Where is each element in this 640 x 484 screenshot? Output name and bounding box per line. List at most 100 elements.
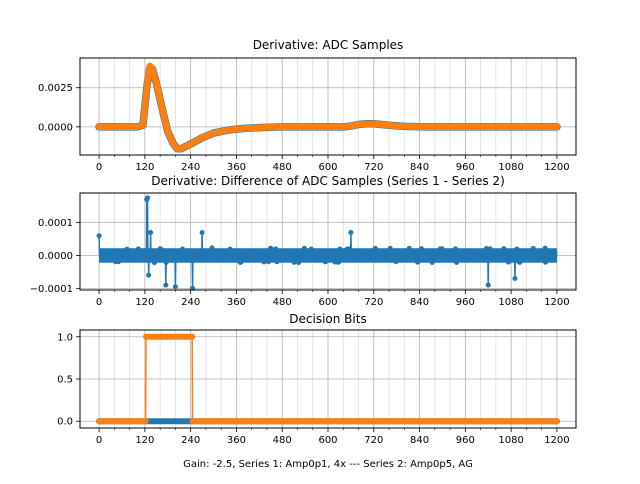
data-point — [487, 246, 493, 252]
data-point — [145, 195, 151, 201]
series-markers — [96, 195, 548, 290]
data-point — [415, 259, 421, 265]
data-point — [337, 246, 343, 252]
data-point — [393, 259, 399, 265]
data-point — [265, 259, 271, 265]
x-tick-label: 360 — [227, 297, 246, 308]
data-point — [180, 246, 186, 252]
x-tick-label: 1200 — [544, 435, 569, 446]
x-tick-label: 720 — [364, 297, 383, 308]
data-point — [163, 259, 169, 265]
y-tick-label: 0.0 — [57, 417, 73, 428]
x-tick-label: 1080 — [498, 297, 523, 308]
x-tick-label: 600 — [318, 297, 337, 308]
x-tick-label: 1200 — [544, 297, 569, 308]
data-point — [172, 284, 178, 290]
data-point — [146, 272, 152, 278]
x-tick-label: 600 — [318, 435, 337, 446]
x-tick-label: 840 — [410, 162, 429, 173]
x-tick-label: 960 — [456, 297, 475, 308]
x-tick-label: 720 — [364, 435, 383, 446]
data-point — [322, 259, 328, 265]
data-point — [151, 260, 157, 266]
x-tick-label: 840 — [410, 297, 429, 308]
data-point — [268, 245, 274, 251]
y-tick-label: 0.0000 — [38, 251, 73, 262]
y-tick-label: 0.0025 — [38, 83, 73, 94]
x-tick-label: 1080 — [498, 435, 523, 446]
data-point — [505, 259, 511, 265]
data-point — [483, 246, 489, 252]
axes-adc-samples: Derivative: ADC Samples 0 120 240 360 480 600… — [38, 38, 577, 173]
x-tick-label: 0 — [96, 435, 102, 446]
data-point — [148, 229, 154, 235]
data-point — [418, 246, 424, 252]
data-point — [96, 233, 102, 239]
x-tick-label: 360 — [227, 162, 246, 173]
x-tick-label: 480 — [273, 435, 292, 446]
data-point — [429, 260, 435, 266]
data-point — [530, 245, 536, 251]
x-tick-label: 120 — [135, 162, 154, 173]
data-point — [542, 259, 548, 265]
data-point — [261, 259, 267, 265]
data-point — [406, 245, 412, 251]
y-tick-label: 0.0000 — [38, 122, 73, 133]
data-point — [190, 285, 196, 290]
data-point — [542, 245, 548, 251]
data-point — [372, 245, 378, 251]
y-tick-label: −0.0001 — [30, 284, 73, 295]
data-point — [158, 246, 164, 252]
data-point — [124, 246, 130, 252]
data-point — [501, 246, 507, 252]
title-difference: Derivative: Difference of ADC Samples (S… — [151, 174, 505, 188]
data-point — [454, 260, 460, 266]
x-tick-label: 0 — [96, 162, 102, 173]
data-point — [348, 229, 354, 235]
data-point — [238, 259, 244, 265]
title-adc-samples: Derivative: ADC Samples — [253, 38, 404, 52]
title-decision-bits: Decision Bits — [289, 312, 366, 326]
data-point — [512, 275, 518, 281]
x-tick-label: 360 — [227, 435, 246, 446]
x-axis-label-caption: Gain: -2.5, Series 1: Amp0p1, 4x --- Ser… — [183, 459, 473, 470]
x-tick-label: 840 — [410, 435, 429, 446]
noise-band — [99, 248, 557, 263]
data-point — [517, 259, 523, 265]
x-tick-label: 240 — [181, 297, 200, 308]
data-point — [116, 259, 122, 265]
x-tick-label: 240 — [181, 435, 200, 446]
data-point — [274, 259, 280, 265]
x-tick-label: 600 — [318, 162, 337, 173]
y-tick-label: 1.0 — [57, 332, 73, 343]
y-tick-label: 0.5 — [57, 375, 73, 386]
x-tick-label: 480 — [273, 297, 292, 308]
data-point — [336, 259, 342, 265]
data-point — [452, 246, 458, 252]
data-point — [209, 245, 215, 251]
axes-decision-bits: Decision Bits 0 120 240 360 480 600 720 840 960 1… — [57, 312, 577, 470]
data-point — [387, 245, 393, 251]
x-tick-label: 960 — [456, 435, 475, 446]
data-point — [439, 246, 445, 252]
x-tick-label: 480 — [273, 162, 292, 173]
data-point — [227, 246, 233, 252]
data-point — [485, 282, 491, 288]
x-tick-label: 120 — [135, 435, 154, 446]
x-tick-label: 960 — [456, 162, 475, 173]
data-point — [346, 246, 352, 252]
x-tick-label: 1200 — [544, 162, 569, 173]
data-point — [308, 246, 314, 252]
data-point — [301, 245, 307, 251]
data-point — [163, 282, 169, 288]
data-point — [514, 246, 520, 252]
x-tick-label: 720 — [364, 162, 383, 173]
data-point — [296, 260, 302, 266]
data-point — [291, 259, 297, 265]
x-tick-label: 0 — [96, 297, 102, 308]
series-line-2 — [95, 62, 561, 152]
data-point — [199, 229, 205, 235]
data-point — [273, 246, 279, 252]
x-tick-label: 120 — [135, 297, 154, 308]
